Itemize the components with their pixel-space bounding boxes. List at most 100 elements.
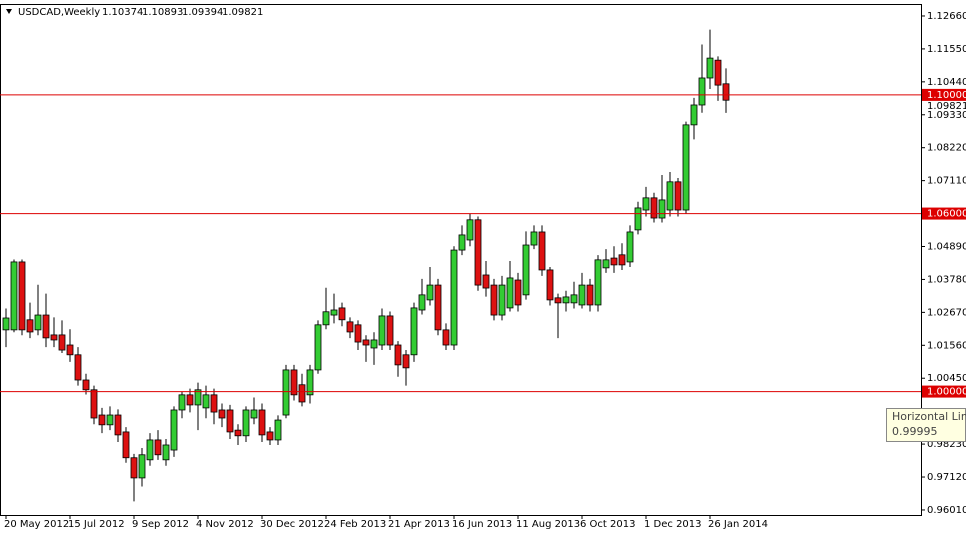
candle-body — [322, 311, 330, 326]
y-tick-label: 1.00450 — [927, 373, 966, 384]
candle-body — [658, 199, 666, 219]
x-tick-label: 1 Dec 2013 — [644, 519, 702, 530]
y-tick-label: 1.12660 — [927, 11, 966, 22]
y-tick-label: 0.96010 — [927, 505, 966, 516]
candle-body — [74, 354, 82, 381]
x-tick-label: 21 Apr 2013 — [388, 519, 450, 530]
candle-body — [306, 369, 314, 396]
candle-body — [514, 279, 522, 306]
candle-body — [130, 457, 138, 479]
y-tick-label: 1.01560 — [927, 340, 966, 351]
candle-body — [98, 414, 106, 426]
candle-body — [530, 231, 538, 246]
x-tick-label: 6 Oct 2013 — [580, 519, 635, 530]
candle-body — [170, 409, 178, 451]
hline-label: 1.00000 — [927, 387, 966, 398]
candle-body — [442, 329, 450, 346]
header-open: 1.10374 — [102, 7, 143, 18]
candle-body — [114, 414, 122, 436]
candle-body — [290, 369, 298, 396]
tooltip-box — [886, 408, 966, 442]
candle-body — [682, 124, 690, 211]
candle-body — [298, 384, 306, 403]
candle-body — [18, 261, 26, 331]
candle-body — [178, 394, 186, 411]
y-tick-label: 1.03780 — [927, 274, 966, 285]
tooltip-value: 0.99995 — [892, 425, 938, 438]
candle-body — [498, 284, 506, 316]
candle-body — [186, 394, 194, 406]
candle-body — [698, 77, 706, 106]
x-tick-label: 24 Feb 2013 — [324, 519, 386, 530]
candle-body — [370, 339, 378, 349]
candle-body — [554, 297, 562, 304]
candle-body — [538, 231, 546, 271]
candle-body — [338, 307, 346, 321]
candle-body — [418, 294, 426, 311]
header-low: 1.09394 — [182, 7, 223, 18]
current-price-label: 1.09821 — [927, 101, 966, 112]
candle-body — [362, 339, 370, 346]
hline-label: 1.10000 — [927, 90, 966, 101]
candle-body — [690, 104, 698, 126]
candle-body — [458, 234, 466, 251]
candle-body — [354, 324, 362, 343]
candle-body — [66, 344, 74, 356]
candle-body — [610, 257, 618, 266]
y-tick-label: 0.97120 — [927, 472, 966, 483]
candle-body — [346, 321, 354, 333]
candle-body — [330, 309, 338, 316]
candle-body — [482, 274, 490, 289]
candle-body — [602, 259, 610, 269]
candle-body — [570, 294, 578, 304]
candle-body — [434, 284, 442, 331]
hline-label-bg — [922, 207, 966, 220]
candle-body — [122, 431, 130, 459]
x-tick-label: 16 Jun 2013 — [452, 519, 512, 530]
candle-body — [274, 419, 282, 441]
candle-body — [154, 439, 162, 456]
candle-body — [210, 394, 218, 413]
candle-body — [618, 254, 626, 266]
candle-body — [378, 315, 386, 346]
candle-body — [82, 379, 90, 391]
candle-body — [250, 409, 258, 419]
candle-body — [282, 369, 290, 416]
candle-body — [194, 389, 202, 406]
y-tick-label: 1.07110 — [927, 176, 966, 187]
header-close: 1.09821 — [222, 7, 263, 18]
candle-body — [594, 259, 602, 306]
candle-body — [402, 354, 410, 369]
y-tick-label: 0.98230 — [927, 439, 966, 450]
candle-body — [466, 219, 474, 241]
candle-body — [426, 284, 434, 301]
chart-title: USDCAD,Weekly — [18, 7, 100, 18]
y-tick-label: 1.02670 — [927, 307, 966, 318]
x-tick-label: 15 Jul 2012 — [68, 519, 125, 530]
x-tick-label: 26 Jan 2014 — [708, 519, 768, 530]
candle-body — [674, 181, 682, 211]
candle-body — [258, 409, 266, 436]
hline-label-bg — [922, 385, 966, 398]
candle-body — [586, 284, 594, 306]
candle-body — [58, 334, 66, 351]
plot-frame — [0, 4, 922, 516]
candle-body — [106, 414, 114, 426]
candle-body — [2, 317, 10, 331]
x-tick-label: 20 May 2012 — [4, 519, 69, 530]
candle-body — [162, 444, 170, 461]
header-high: 1.10893 — [142, 7, 183, 18]
candle-body — [138, 454, 146, 479]
hline-label: 1.06000 — [927, 209, 966, 220]
candle-body — [394, 344, 402, 366]
candle-body — [722, 83, 730, 101]
candle-body — [234, 429, 242, 437]
candle-body — [506, 277, 514, 309]
candle-body — [650, 197, 658, 219]
candle-body — [202, 394, 210, 409]
candle-body — [666, 181, 674, 211]
y-tick-label: 1.08220 — [927, 143, 966, 154]
y-tick-label: 1.10440 — [927, 77, 966, 88]
candle-body — [546, 269, 554, 301]
